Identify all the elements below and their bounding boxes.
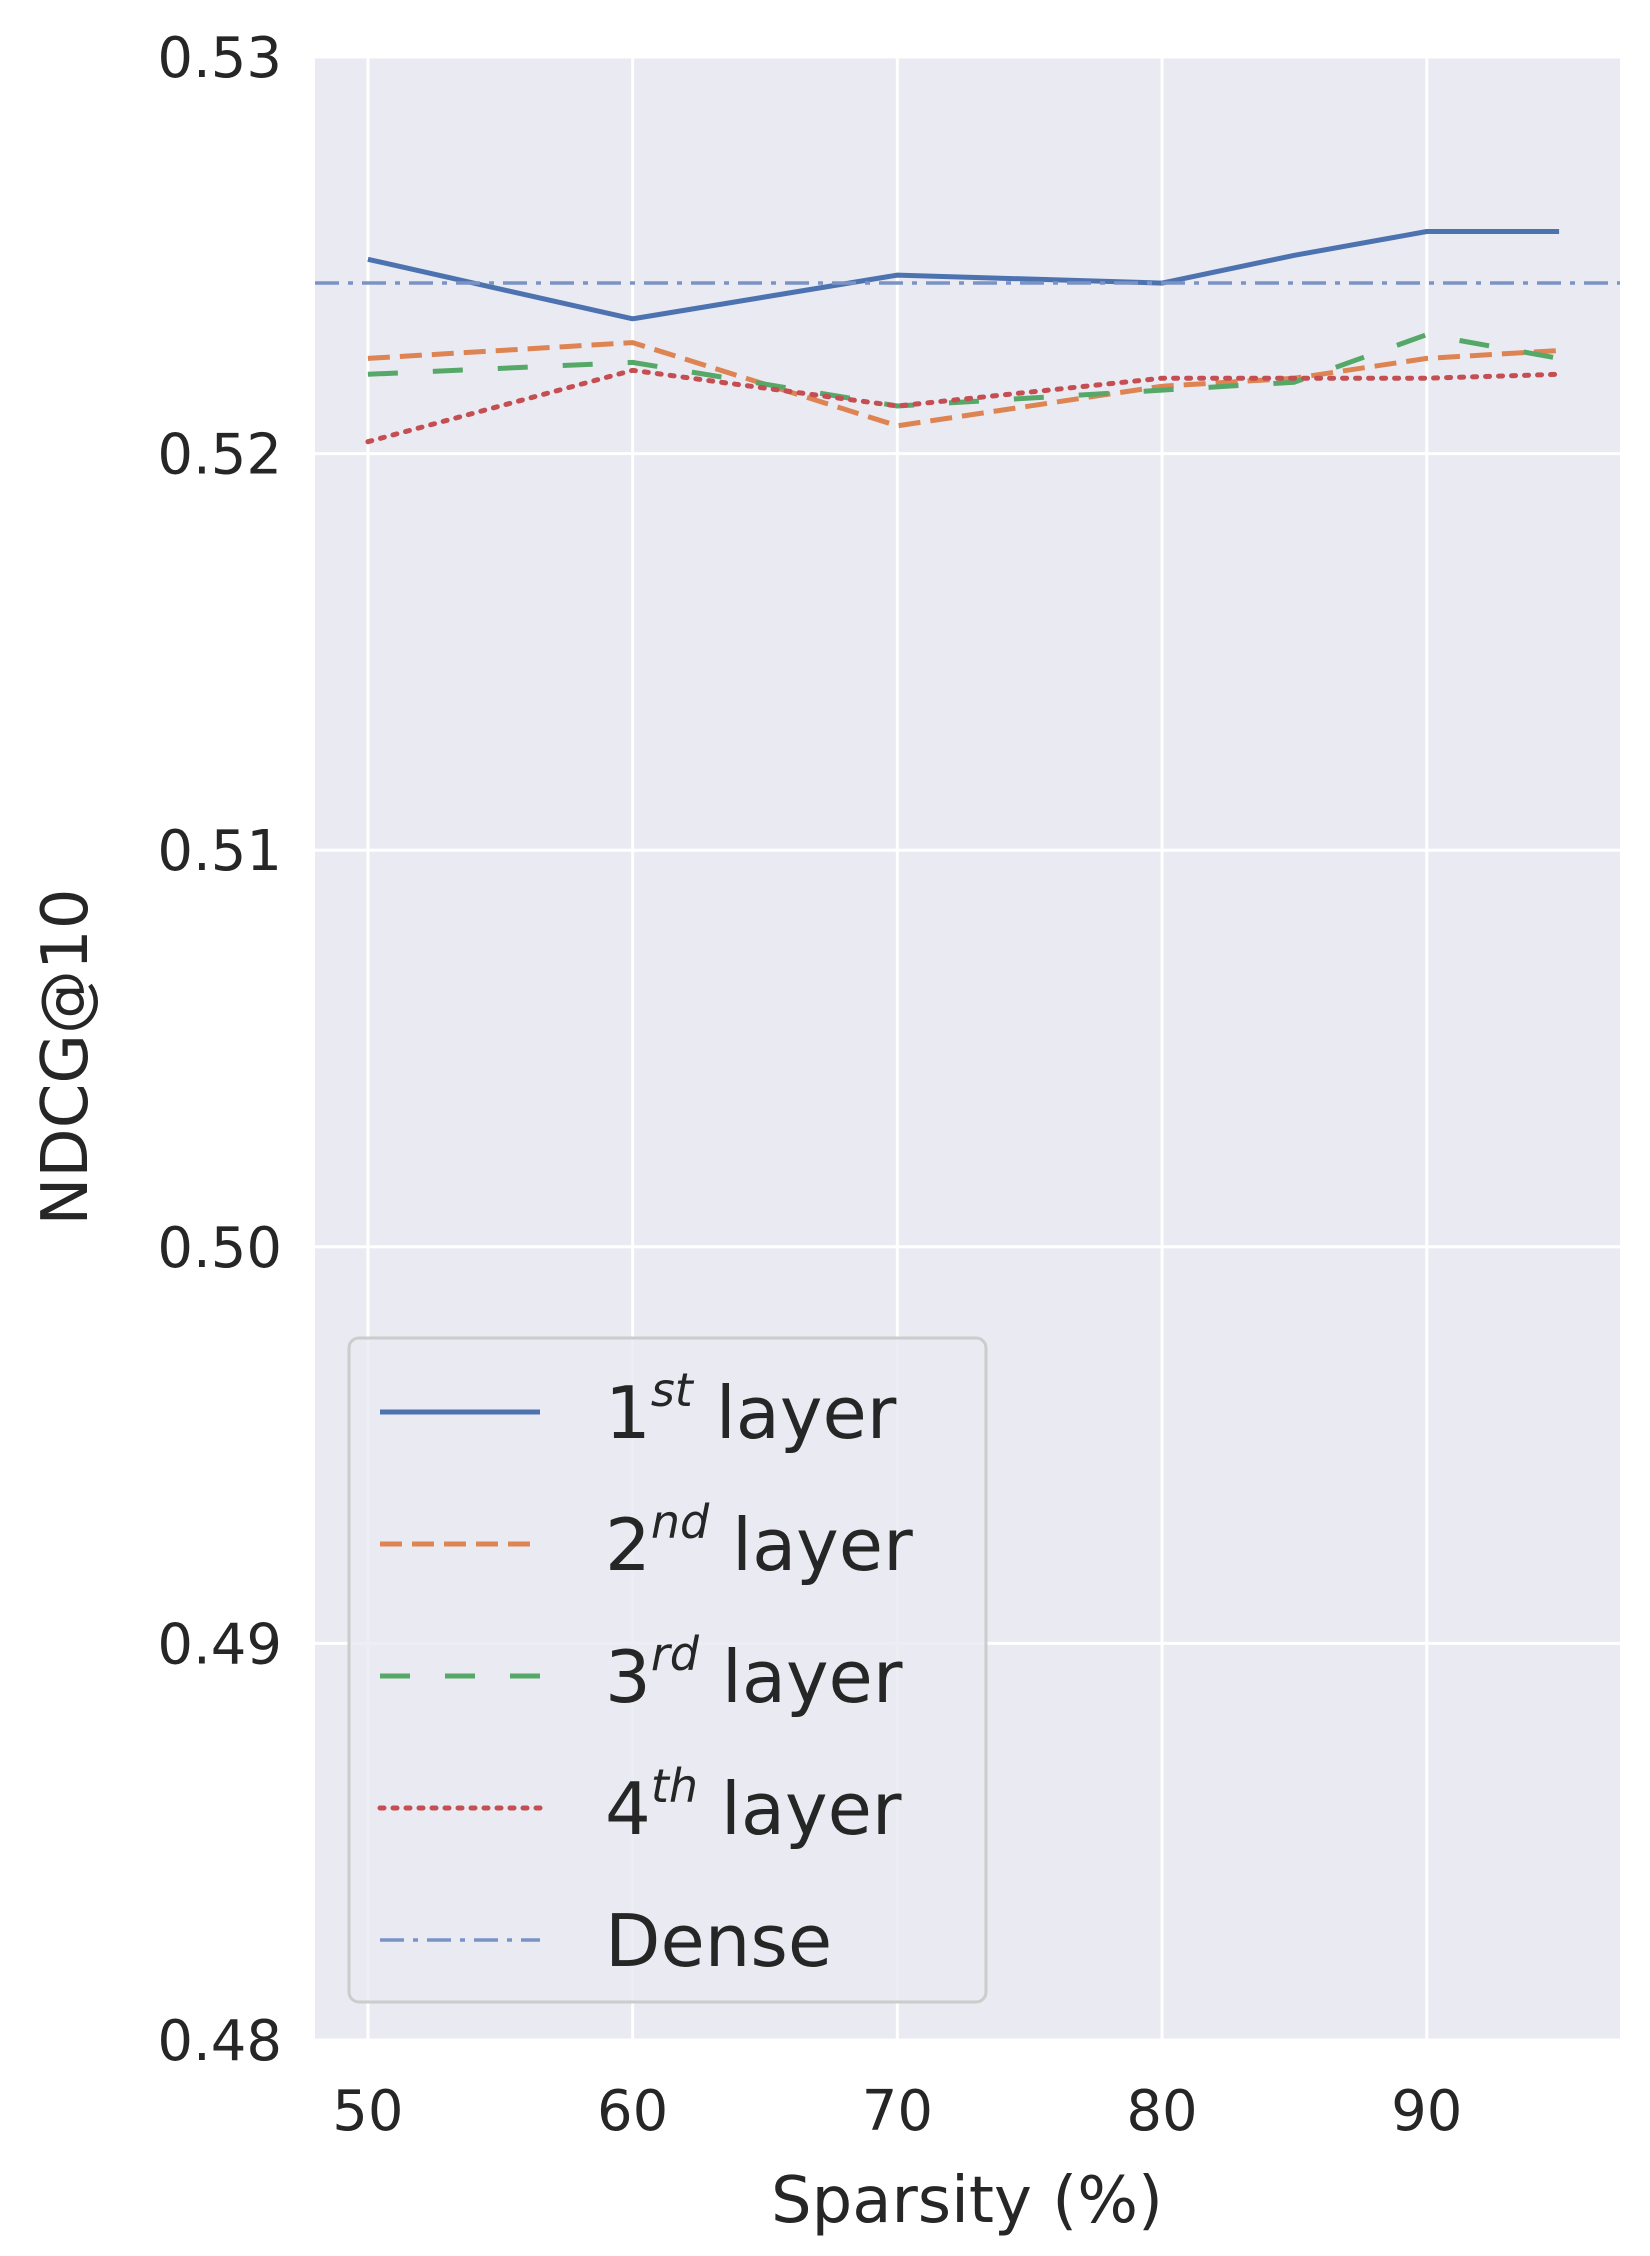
y-tick-label-5: 0.53 xyxy=(157,26,282,91)
legend-label-3: 3rd layer xyxy=(605,1627,903,1719)
x-tick-label-80: 80 xyxy=(1126,2079,1197,2144)
legend-label-2: 2nd layer xyxy=(605,1495,913,1587)
x-tick-label-60: 60 xyxy=(597,2079,668,2144)
y-tick-label-4: 0.52 xyxy=(157,423,282,488)
legend-label-5: Dense xyxy=(605,1899,832,1983)
legend: 1st layer 2nd layer 3rd layer 4th layer Dens… xyxy=(347,1336,988,2004)
y-axis-title: NDCG@10 xyxy=(29,889,103,1226)
x-tick-labels: 50 60 70 80 90 xyxy=(332,2079,1462,2144)
legend-entries: 1st layer 2nd layer 3rd layer 4th layer Dens… xyxy=(377,1363,913,1983)
legend-frame xyxy=(347,1336,988,2004)
x-axis-title: Sparsity (%) xyxy=(771,2164,1163,2238)
series-line-4 xyxy=(365,367,1562,445)
y-tick-labels: 0.48 0.49 0.50 0.51 0.52 0.53 xyxy=(157,26,282,2074)
legend-label-1: 1st layer xyxy=(605,1363,897,1455)
series-line-3 xyxy=(367,332,1560,409)
gridlines xyxy=(315,55,1620,2042)
series-line-2 xyxy=(367,340,1560,429)
x-tick-label-90: 90 xyxy=(1391,2079,1462,2144)
x-tick-label-70: 70 xyxy=(862,2079,933,2144)
y-tick-label-3: 0.51 xyxy=(157,819,282,884)
y-tick-label-2: 0.50 xyxy=(157,1216,282,1281)
legend-label-4: 4th layer xyxy=(605,1759,902,1851)
x-tick-label-50: 50 xyxy=(332,2079,403,2144)
y-tick-label-1: 0.49 xyxy=(157,1612,282,1677)
y-tick-label-0: 0.48 xyxy=(157,2009,282,2074)
series-lines xyxy=(315,229,1620,445)
